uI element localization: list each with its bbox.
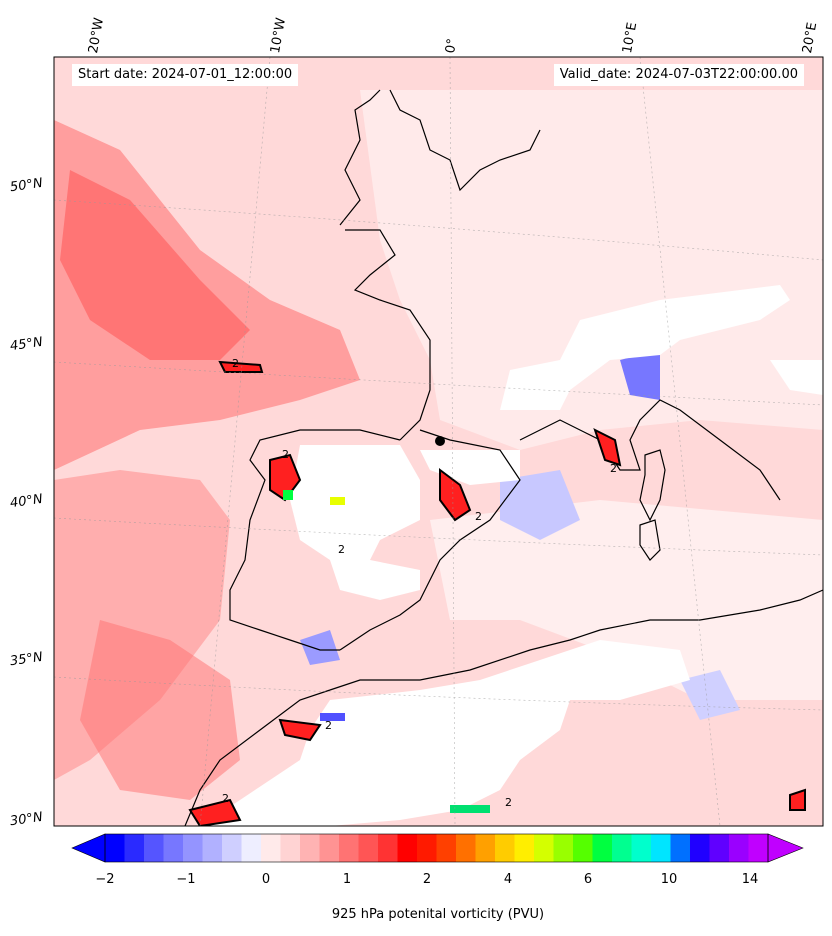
- colorbar-cell: [378, 834, 398, 862]
- contour-label: 2: [475, 510, 482, 523]
- colorbar-cell: [202, 834, 223, 862]
- colorbar-cell: [144, 834, 164, 862]
- pv-field: 2 2 2 2 2 2 2 2: [54, 57, 823, 826]
- colorbar-cell: [475, 834, 496, 862]
- colorbar-cell: [280, 834, 301, 862]
- map-frame: [53, 56, 824, 827]
- atlantic-pv-swath: [80, 620, 240, 800]
- colorbar-cell: [514, 834, 535, 862]
- contour-label: 2: [505, 796, 512, 809]
- colorbar: [71, 833, 804, 863]
- pv-hotspots: [283, 436, 490, 813]
- colorbar-cell: [397, 834, 418, 862]
- contour-label: 2: [222, 792, 229, 805]
- colorbar-title: 925 hPa potenital vorticity (PVU): [331, 907, 545, 922]
- terrain-mask-balkans: [770, 360, 823, 395]
- colorbar-cell: [651, 834, 671, 862]
- contour-label: 2: [325, 719, 332, 732]
- colorbar-extend-low: [71, 833, 106, 863]
- colorbar-cell: [241, 834, 262, 862]
- graticule: [54, 57, 823, 826]
- colorbar-cell: [729, 834, 749, 862]
- terrain-mask-iberia: [290, 445, 420, 600]
- contour-labels: 2 2 2 2 2 2 2 2: [222, 357, 617, 809]
- colorbar-tick-label: 2: [422, 872, 432, 887]
- colorbar-cell: [573, 834, 593, 862]
- colorbar-cell: [105, 834, 125, 862]
- contour-label: 2: [282, 448, 289, 461]
- colorbar-cell: [183, 834, 203, 862]
- colorbar-cell: [436, 834, 457, 862]
- colorbar-cell: [300, 834, 320, 862]
- negative-pv-patch: [300, 630, 340, 665]
- colorbar-tick-label: −1: [176, 872, 196, 887]
- colorbar-tick-label: 10: [660, 872, 678, 887]
- colorbar-frame: [104, 833, 769, 863]
- valid-date-label: Valid_date: 2024-07-03T22:00:00.00: [553, 64, 804, 86]
- colorbar-cell: [163, 834, 184, 862]
- terrain-mask-alps: [500, 285, 790, 410]
- atlantic-pv-core: [60, 170, 250, 360]
- lon-label-0: 0°: [443, 37, 461, 55]
- colorbar-cell: [495, 834, 515, 862]
- colorbar-tick-label: 1: [342, 872, 352, 887]
- colorbar-cell: [631, 834, 652, 862]
- colorbar-extend-high: [767, 833, 804, 863]
- colorbar-cell: [124, 834, 145, 862]
- colorbar-cell: [534, 834, 554, 862]
- negative-pv-patch: [500, 470, 580, 540]
- colorbar-cell: [261, 834, 281, 862]
- colorbar-cell: [709, 834, 730, 862]
- colorbar-tick-label: 0: [261, 872, 271, 887]
- colorbar-cell: [592, 834, 613, 862]
- contour-label: 2: [610, 462, 617, 475]
- colorbar-cell: [690, 834, 710, 862]
- terrain-mask-atlas: [200, 640, 690, 826]
- colorbar-cell: [553, 834, 574, 862]
- colorbar-cells: [105, 834, 769, 862]
- colorbar-tick-label: 6: [583, 872, 593, 887]
- contour-label: 2: [232, 357, 239, 370]
- colorbar-cell: [456, 834, 476, 862]
- colorbar-cell: [612, 834, 632, 862]
- colorbar-tick-label: −2: [95, 872, 115, 887]
- colorbar-tick-label: 4: [503, 872, 513, 887]
- colorbar-cell: [319, 834, 340, 862]
- colorbar-cell: [222, 834, 242, 862]
- contour-label: 2: [338, 543, 345, 556]
- start-date-label: Start date: 2024-07-01_12:00:00: [72, 64, 299, 86]
- colorbar-cell: [339, 834, 359, 862]
- colorbar-cell: [670, 834, 691, 862]
- europe-light-field: [360, 90, 823, 450]
- colorbar-tick-label: 14: [741, 872, 759, 887]
- negative-pv-patch: [620, 350, 660, 400]
- mediterranean-light-field: [430, 500, 823, 700]
- colorbar-cell: [417, 834, 437, 862]
- terrain-mask-pyrenees: [420, 450, 520, 485]
- colorbar-cell: [748, 834, 769, 862]
- colorbar-cell: [358, 834, 379, 862]
- coastlines: [184, 89, 823, 826]
